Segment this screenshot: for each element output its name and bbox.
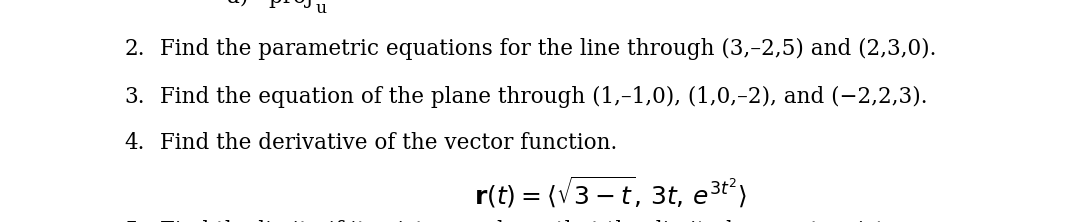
Text: 4.: 4.: [124, 132, 145, 154]
Text: 2.: 2.: [124, 38, 145, 60]
Text: 5.: 5.: [124, 220, 145, 222]
Text: Find the parametric equations for the line through (3,–2,5) and (2,3,0).: Find the parametric equations for the li…: [160, 38, 936, 60]
Text: 3.: 3.: [124, 85, 145, 108]
Text: $\mathbf{r}(t) = \langle\sqrt{3-t},\, 3t,\, e^{3t^2}\rangle$: $\mathbf{r}(t) = \langle\sqrt{3-t},\, 3t…: [474, 174, 746, 210]
Text: Find the equation of the plane through (1,–1,0), (1,0,–2), and (−2,2,3).: Find the equation of the plane through (…: [160, 85, 928, 108]
Text: a)   proj: a) proj: [227, 0, 312, 8]
Text: Find the derivative of the vector function.: Find the derivative of the vector functi…: [160, 132, 617, 154]
Text: Find the limit,  if it exists,  or show  that the  limit  does  not  exist: Find the limit, if it exists, or show th…: [160, 220, 885, 222]
Text: u: u: [315, 0, 326, 17]
